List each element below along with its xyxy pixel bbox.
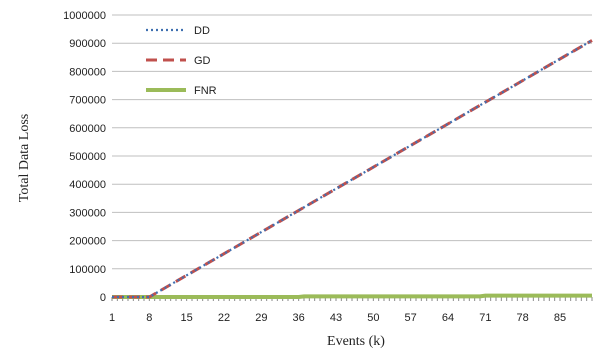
series-line-dd [112, 39, 593, 299]
x-tick-label: 1 [109, 312, 115, 324]
y-axis-title: Total Data Loss [17, 114, 32, 202]
y-axis-tick-labels: 0 100000 200000 300000 400000 500000 600000 700… [63, 10, 106, 304]
y-tick-label: 900000 [69, 38, 106, 50]
y-tick-label: 800000 [69, 66, 106, 78]
x-tick-label: 71 [479, 312, 491, 324]
x-tick-label: 36 [293, 312, 305, 324]
gridlines [111, 14, 593, 301]
legend-label-gd: GD [194, 55, 211, 67]
y-tick-label: 600000 [69, 123, 106, 135]
x-axis-tick-labels: 1 8 15 22 29 36 43 50 57 64 71 78 85 [109, 312, 566, 324]
y-tick-label: 400000 [69, 179, 106, 191]
legend-label-fnr: FNR [194, 85, 217, 97]
y-tick-label: 100000 [69, 264, 106, 276]
x-tick-label: 78 [517, 312, 529, 324]
x-tick-label: 85 [554, 312, 566, 324]
legend: DD GD FNR [146, 25, 217, 97]
x-tick-label: 57 [405, 312, 417, 324]
series-line-fnr [112, 293, 592, 299]
x-tick-label: 29 [255, 312, 267, 324]
y-tick-label: 0 [100, 292, 106, 304]
y-tick-label: 300000 [69, 207, 106, 219]
y-tick-label: 500000 [69, 151, 106, 163]
x-tick-label: 8 [146, 312, 152, 324]
series-lines [112, 39, 593, 299]
x-tick-label: 43 [330, 312, 342, 324]
x-axis-title: Events (k) [327, 334, 385, 349]
x-tick-label: 50 [367, 312, 379, 324]
legend-label-dd: DD [194, 25, 210, 37]
y-tick-label: 1000000 [63, 10, 106, 22]
y-tick-label: 200000 [69, 236, 106, 248]
x-tick-label: 15 [181, 312, 193, 324]
x-tick-label: 22 [218, 312, 230, 324]
y-tick-label: 700000 [69, 95, 106, 107]
x-tick-label: 64 [442, 312, 454, 324]
series-line-gd [112, 39, 593, 299]
